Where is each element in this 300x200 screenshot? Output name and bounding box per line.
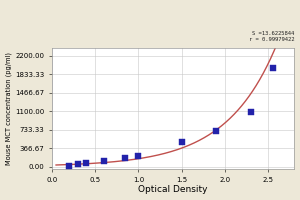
Point [123, 156, 128, 159]
X-axis label: Optical Density: Optical Density [138, 185, 208, 194]
Point [101, 160, 106, 163]
Point [136, 154, 141, 157]
Point [67, 164, 71, 167]
Point [249, 110, 254, 114]
Point [84, 162, 89, 165]
Point [270, 67, 275, 70]
Point [75, 163, 80, 166]
Text: S =13.6225844
r = 0.99979422: S =13.6225844 r = 0.99979422 [249, 31, 294, 42]
Point [179, 141, 184, 144]
Y-axis label: Mouse MCT concentration (pg/ml): Mouse MCT concentration (pg/ml) [6, 52, 12, 165]
Point [214, 129, 219, 132]
